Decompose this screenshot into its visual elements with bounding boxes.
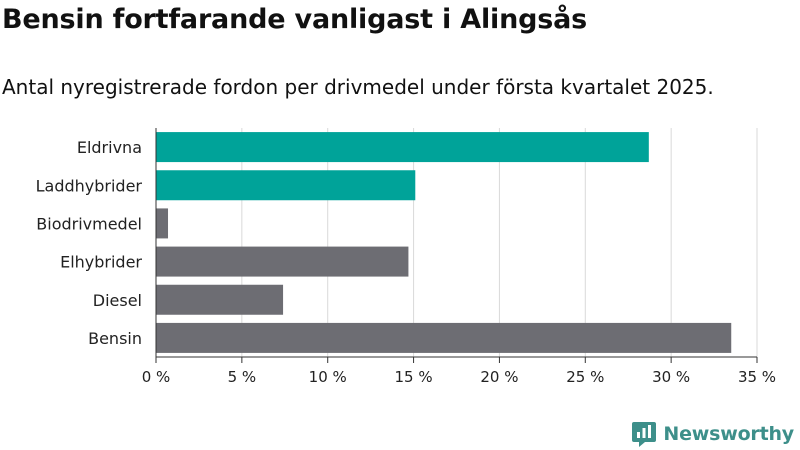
brand-name: Newsworthy — [663, 423, 794, 445]
bar — [156, 322, 732, 353]
x-tick-label: 10 % — [309, 368, 347, 386]
x-tick-label: 5 % — [228, 368, 257, 386]
x-tick-label: 25 % — [566, 368, 604, 386]
category-label: Bensin — [88, 329, 142, 348]
category-label: Biodrivmedel — [36, 214, 142, 233]
chart-title: Bensin fortfarande vanligast i Alingsås — [2, 4, 587, 35]
bar — [156, 208, 169, 239]
chart-subtitle: Antal nyregistrerade fordon per drivmede… — [2, 75, 714, 99]
bar — [156, 246, 409, 277]
category-label: Elhybrider — [60, 253, 142, 272]
x-tick-label: 0 % — [142, 368, 171, 386]
category-label: Eldrivna — [77, 138, 142, 157]
category-label: Diesel — [93, 291, 142, 310]
x-tick-label: 15 % — [395, 368, 433, 386]
bar — [156, 132, 649, 163]
x-tick-label: 20 % — [480, 368, 518, 386]
category-label: Laddhybrider — [36, 176, 143, 195]
bar — [156, 284, 284, 315]
newsworthy-logo: Newsworthy — [631, 420, 794, 448]
x-tick-label: 30 % — [652, 368, 690, 386]
x-tick-label: 35 % — [738, 368, 776, 386]
bar — [156, 170, 416, 201]
newsworthy-logo-icon — [632, 422, 657, 447]
